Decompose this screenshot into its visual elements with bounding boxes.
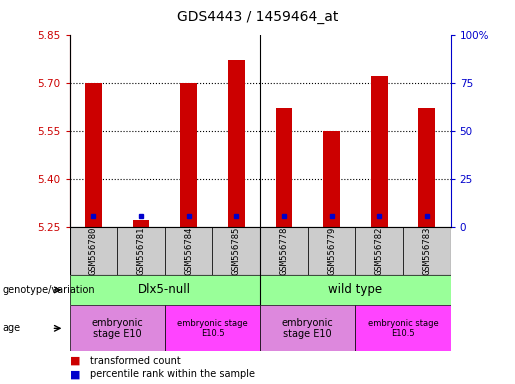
Bar (371, 76, 387, 227)
Bar (260, 305, 355, 351)
Bar (323, 131, 340, 227)
Bar (70, 227, 117, 275)
Text: embryonic stage
E10.5: embryonic stage E10.5 (177, 319, 248, 338)
Bar (133, 220, 149, 227)
Text: GSM556778: GSM556778 (280, 227, 288, 275)
Bar (165, 227, 212, 275)
Text: GSM556779: GSM556779 (327, 227, 336, 275)
Text: Dlx5-null: Dlx5-null (139, 283, 191, 296)
Bar (165, 305, 260, 351)
Text: transformed count: transformed count (90, 356, 181, 366)
Bar (260, 227, 308, 275)
Bar (403, 227, 451, 275)
Bar (355, 305, 451, 351)
Text: ■: ■ (70, 369, 80, 379)
Bar (212, 227, 260, 275)
Text: GSM556785: GSM556785 (232, 227, 241, 275)
Bar (276, 108, 292, 227)
Bar (70, 305, 165, 351)
Text: GDS4443 / 1459464_at: GDS4443 / 1459464_at (177, 10, 338, 23)
Bar (117, 227, 165, 275)
Bar (180, 83, 197, 227)
Bar (85, 83, 101, 227)
Bar (70, 275, 260, 305)
Bar (419, 108, 435, 227)
Text: genotype/variation: genotype/variation (3, 285, 95, 295)
Text: GSM556781: GSM556781 (136, 227, 145, 275)
Text: percentile rank within the sample: percentile rank within the sample (90, 369, 255, 379)
Text: embryonic
stage E10: embryonic stage E10 (91, 318, 143, 339)
Text: embryonic
stage E10: embryonic stage E10 (282, 318, 334, 339)
Bar (260, 275, 451, 305)
Text: age: age (3, 323, 21, 333)
Bar (355, 227, 403, 275)
Text: GSM556782: GSM556782 (375, 227, 384, 275)
Text: embryonic stage
E10.5: embryonic stage E10.5 (368, 319, 438, 338)
Text: GSM556783: GSM556783 (422, 227, 431, 275)
Bar (307, 227, 355, 275)
Text: wild type: wild type (328, 283, 383, 296)
Text: GSM556784: GSM556784 (184, 227, 193, 275)
Text: ■: ■ (70, 356, 80, 366)
Text: GSM556780: GSM556780 (89, 227, 98, 275)
Bar (228, 60, 245, 227)
